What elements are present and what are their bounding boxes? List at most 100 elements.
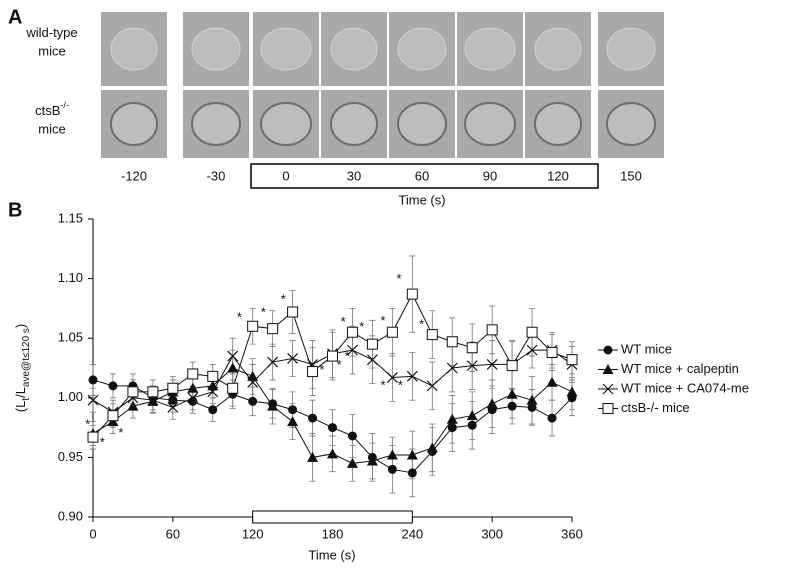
cell — [191, 102, 241, 146]
cell — [397, 102, 447, 146]
significance-star: * — [281, 291, 286, 306]
significance-star: * — [337, 357, 342, 372]
marker — [446, 336, 458, 348]
row-sup: -/- — [60, 100, 69, 110]
x-tick-label: 360 — [561, 526, 583, 541]
marker — [168, 395, 178, 405]
time-label: 90 — [483, 168, 497, 183]
marker — [127, 400, 139, 411]
row-label: mice — [38, 43, 65, 58]
marker — [267, 400, 279, 411]
significance-star: * — [85, 417, 90, 432]
marker — [207, 386, 219, 398]
row-name: ctsB — [35, 103, 60, 118]
highlight-window — [252, 510, 413, 524]
legend-label: WT mice + calpeptin — [621, 361, 739, 376]
y-axis-label: (Lt/Lave@t≤120 s) — [13, 324, 31, 413]
marker — [127, 386, 139, 398]
x-axis-label: Time (s) — [308, 547, 355, 562]
marker — [526, 394, 538, 405]
y-tick-label: 1.15 — [58, 210, 83, 225]
marker — [466, 342, 478, 354]
legend-marker — [602, 403, 614, 414]
marker — [446, 362, 458, 374]
marker — [407, 468, 417, 478]
time-label: 0 — [282, 168, 289, 183]
significance-star: * — [341, 314, 346, 329]
marker — [187, 382, 199, 393]
marker — [447, 423, 457, 433]
marker — [526, 344, 538, 356]
marker — [366, 354, 378, 366]
x-tick-label: 180 — [322, 526, 344, 541]
marker — [328, 423, 337, 433]
marker — [426, 329, 438, 341]
marker — [87, 394, 99, 406]
time-label: -120 — [121, 168, 147, 183]
cell — [534, 27, 582, 71]
marker — [247, 320, 259, 332]
marker — [486, 398, 498, 409]
marker — [88, 375, 98, 385]
marker — [227, 350, 239, 362]
marker — [167, 382, 179, 394]
significance-star: * — [419, 317, 424, 332]
significance-star: * — [359, 319, 364, 334]
marker — [147, 386, 159, 398]
marker — [387, 464, 397, 474]
marker — [426, 380, 438, 392]
row-name: wild-type — [25, 25, 77, 40]
marker — [267, 356, 279, 368]
marker — [247, 376, 259, 388]
marker — [507, 401, 517, 411]
marker — [227, 362, 239, 373]
marker — [566, 354, 578, 366]
cell — [464, 102, 516, 146]
marker — [446, 413, 458, 424]
marker — [386, 449, 398, 460]
cell — [191, 27, 241, 71]
cell — [534, 102, 582, 146]
cell — [397, 27, 447, 71]
significance-star: * — [319, 362, 324, 377]
marker — [546, 347, 558, 359]
legend-marker — [602, 383, 614, 395]
row-label: mice — [38, 121, 65, 136]
marker — [346, 457, 358, 468]
cell — [606, 27, 656, 71]
marker — [287, 306, 299, 318]
legend-label: WT mice — [621, 341, 672, 356]
significance-star: * — [345, 349, 350, 364]
marker — [526, 326, 538, 338]
marker — [546, 376, 558, 387]
marker — [426, 442, 438, 453]
marker — [108, 381, 118, 391]
time-window — [250, 163, 599, 189]
y-tick-label: 0.90 — [58, 508, 83, 523]
marker — [287, 416, 299, 427]
marker — [208, 405, 218, 415]
marker — [307, 451, 319, 462]
row-label: ctsB-/- — [35, 100, 69, 118]
marker — [466, 410, 478, 421]
legend-label: ctsB-/- mice — [621, 400, 690, 415]
marker — [327, 350, 338, 362]
cell — [110, 27, 158, 71]
cell — [464, 27, 516, 71]
legend-marker — [603, 345, 613, 355]
marker — [187, 392, 199, 404]
significance-star: * — [237, 309, 242, 324]
y-tick-label: 0.95 — [58, 449, 83, 464]
marker — [247, 370, 259, 381]
marker — [386, 372, 398, 383]
marker — [267, 323, 279, 335]
marker — [566, 386, 578, 397]
marker — [207, 380, 219, 391]
marker — [87, 431, 99, 443]
time-label: 120 — [547, 168, 569, 183]
significance-star: * — [118, 425, 123, 440]
marker — [527, 402, 537, 412]
marker — [288, 405, 298, 415]
cell — [110, 102, 158, 146]
marker — [287, 353, 299, 364]
